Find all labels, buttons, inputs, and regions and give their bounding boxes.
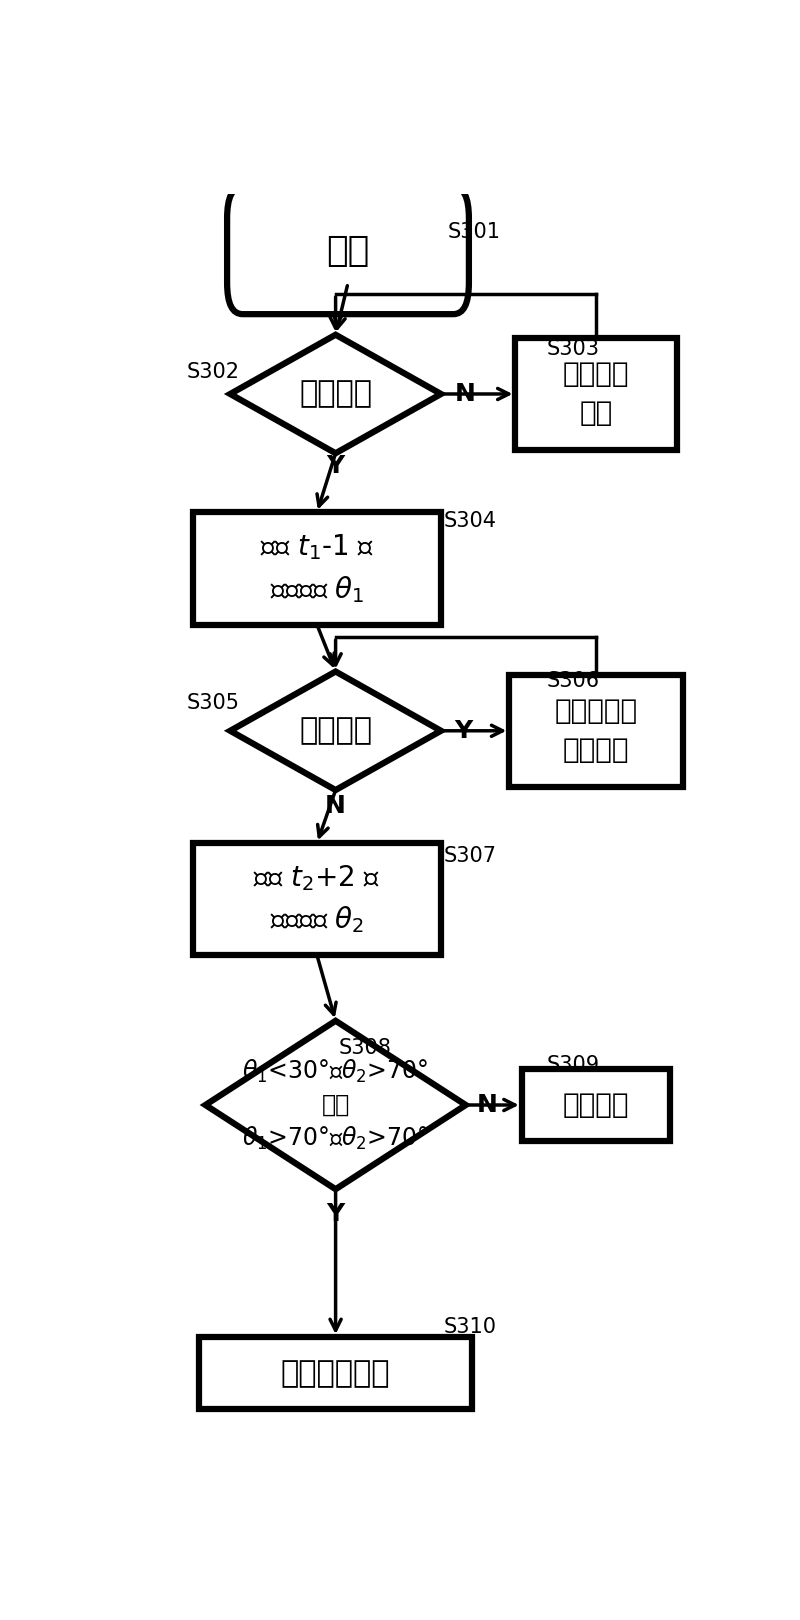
Bar (515, 339, 677, 450)
Bar (510, 674, 683, 787)
Bar (193, 512, 441, 625)
Text: 开始: 开始 (326, 233, 370, 267)
Text: S306: S306 (546, 671, 599, 690)
Text: 再次冲击: 再次冲击 (299, 716, 372, 745)
Text: S309: S309 (546, 1055, 599, 1076)
Bar (193, 842, 441, 956)
Text: S310: S310 (444, 1317, 497, 1336)
Polygon shape (230, 335, 441, 454)
Text: N: N (477, 1094, 498, 1118)
Text: S304: S304 (444, 512, 497, 531)
Text: Y: Y (326, 1202, 345, 1225)
Text: 重新检测: 重新检测 (562, 1090, 630, 1119)
Text: 时间窗口
前移: 时间窗口 前移 (562, 361, 630, 428)
Bar (522, 1069, 670, 1140)
Text: Y: Y (454, 719, 473, 744)
Text: 计算 $t_2$+2 秒
的倾斜角 $\theta_2$: 计算 $t_2$+2 秒 的倾斜角 $\theta_2$ (254, 863, 381, 935)
Text: S303: S303 (546, 339, 599, 360)
Text: 计算 $t_1$-1 秒
的倾斜角 $\theta_1$: 计算 $t_1$-1 秒 的倾斜角 $\theta_1$ (260, 533, 374, 604)
Polygon shape (206, 1021, 466, 1189)
Text: S301: S301 (447, 222, 500, 241)
Text: N: N (325, 794, 346, 818)
Text: S308: S308 (338, 1038, 391, 1058)
Text: N: N (454, 382, 475, 407)
Text: 首次冲击: 首次冲击 (299, 379, 372, 408)
Text: $\theta_1$<30°且$\theta_2$>70°
或者
$\theta_1$>70°且$\theta_2$>70°: $\theta_1$<30°且$\theta_2$>70° 或者 $\theta… (242, 1058, 429, 1152)
Text: 监测下一秒
内的数据: 监测下一秒 内的数据 (554, 697, 638, 765)
Text: S302: S302 (187, 361, 240, 382)
Text: S307: S307 (444, 846, 497, 865)
Text: 判定摔倒发生: 判定摔倒发生 (281, 1359, 390, 1388)
Text: Y: Y (326, 454, 345, 478)
Polygon shape (230, 672, 441, 791)
Text: S305: S305 (187, 693, 240, 713)
FancyBboxPatch shape (227, 186, 469, 314)
Bar (199, 1336, 472, 1409)
